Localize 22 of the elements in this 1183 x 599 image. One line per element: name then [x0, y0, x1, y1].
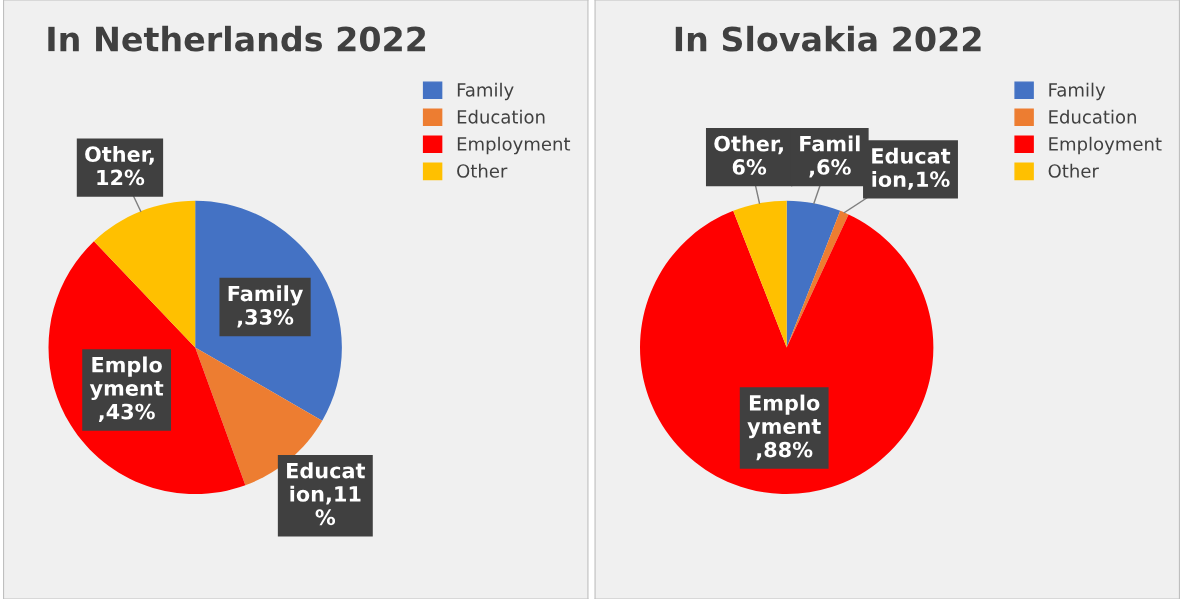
data-label: Other, 12% [85, 145, 154, 186]
chart-title: In Netherlands 2022 [48, 25, 426, 52]
pie-slice [733, 200, 787, 348]
pie-slice [786, 200, 841, 348]
data-label: Educat ion,1% [872, 147, 951, 190]
legend-label: Family [457, 82, 514, 101]
legend-label: Employment [457, 136, 571, 155]
data-label: Emplo yment ,88% [747, 394, 821, 461]
legend-label: Education [1049, 109, 1136, 124]
legend-label: Education [457, 109, 545, 124]
legend-label: Other [1048, 163, 1099, 178]
data-label: Educat ion,11 % [287, 462, 366, 526]
legend-label: Employment [1049, 136, 1162, 155]
data-label: Emplo yment ,43% [89, 356, 164, 423]
pie-slice [786, 210, 849, 348]
data-label: Famil ,6% [800, 135, 860, 178]
legend-label: Family [1049, 82, 1106, 101]
legend-label: Other [457, 163, 508, 178]
chart-title: In Slovakia 2022 [675, 25, 981, 52]
pie-slice [93, 200, 196, 348]
data-label: Family ,33% [228, 285, 304, 328]
data-label: Other, 6% [714, 135, 783, 175]
